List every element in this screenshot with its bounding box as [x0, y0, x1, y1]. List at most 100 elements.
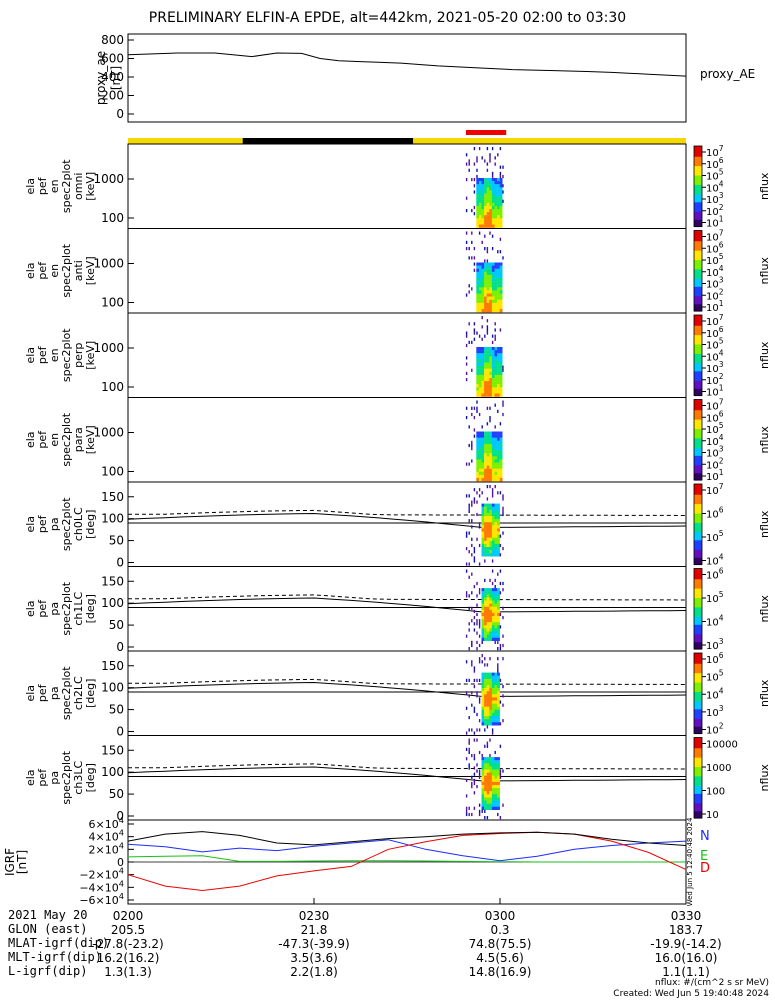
colorbar-7-segment: [694, 761, 702, 764]
colorbar-6-segment: [694, 713, 702, 716]
spec-pixel: [494, 268, 498, 272]
colorbar-tick-label: 102: [706, 722, 724, 737]
spec-noise-pixel: [471, 543, 473, 548]
spec-pixel: [494, 691, 498, 695]
spec-pixel: [486, 271, 490, 276]
colorbar-label: nflux: [758, 510, 771, 538]
spec-pixel: [486, 284, 490, 288]
spec-pixel: [497, 637, 500, 641]
colorbar-5-segment: [694, 646, 702, 649]
spec-pixel: [489, 509, 493, 514]
spec-pixel: [491, 794, 495, 798]
spec-noise-pixel: [486, 250, 489, 254]
colorbar-tick-label: 106: [706, 409, 724, 424]
spec-noise-pixel: [473, 406, 476, 410]
colorbar-4-segment: [694, 521, 702, 524]
spec-pixel: [486, 603, 490, 607]
spec-noise-pixel: [494, 585, 496, 589]
colorbar-5-segment: [694, 639, 702, 642]
spec-pixel: [486, 619, 490, 623]
colorbar-3-segment: [694, 453, 702, 456]
spec-noise-pixel: [465, 706, 468, 710]
colorbar-1-segment: [694, 268, 702, 271]
colorbar-1-segment: [694, 297, 702, 300]
colorbar-5-segment: [694, 619, 702, 622]
colorbar-4-segment: [694, 493, 702, 496]
spec-pixel: [499, 459, 503, 463]
colorbar-3-segment: [694, 403, 702, 406]
spec-pixel: [491, 278, 495, 282]
spec-noise-pixel: [489, 419, 491, 423]
spec-noise-pixel: [491, 340, 494, 344]
spec-pixel: [494, 305, 498, 310]
spec-noise-pixel: [486, 663, 489, 667]
spec-noise-pixel: [497, 491, 499, 495]
spec-pixel: [497, 512, 500, 517]
spec-pixel: [486, 374, 490, 379]
colorbar-2-segment: [694, 365, 702, 368]
spec-pixel: [481, 209, 485, 213]
spec-noise-pixel: [497, 153, 499, 157]
spec-pixel: [484, 778, 487, 783]
colorbar-0-segment: [694, 172, 702, 175]
spec-ylabel: en: [48, 348, 61, 362]
spec-noise-pixel: [484, 334, 486, 338]
spec-pixel: [484, 609, 487, 614]
spec-pixel: [486, 474, 490, 479]
spec-noise-pixel: [486, 147, 489, 151]
spec-pixel: [476, 265, 480, 269]
colorbar-3-segment: [694, 427, 702, 430]
spec-pixel: [499, 202, 503, 207]
spec-pixel: [486, 550, 490, 554]
colorbar-3-segment: [694, 439, 702, 442]
spec-noise-pixel: [486, 319, 489, 323]
spec-pixel: [497, 302, 500, 307]
spec-pixel: [476, 305, 480, 310]
colorbar-1-segment: [694, 272, 702, 275]
colorbar-tick-label: 100: [706, 787, 725, 798]
spec-pixel: [486, 719, 490, 723]
colorbar-1-segment: [694, 238, 702, 241]
spec-noise-pixel: [471, 591, 473, 595]
spec-pixel: [481, 284, 485, 288]
colorbar-4-segment: [694, 508, 702, 511]
colorbar-tick-label: 105: [706, 590, 724, 605]
spec-pixel: [489, 781, 493, 786]
spec-noise-pixel: [478, 809, 481, 813]
spec-pixel: [484, 284, 487, 288]
colorbar-7-segment: [694, 771, 702, 773]
colorbar-3-segment: [694, 466, 702, 469]
colorbar-3-segment: [694, 410, 702, 413]
colorbar-6-segment: [694, 655, 702, 658]
spec-pixel: [494, 434, 498, 438]
spec-pixel: [489, 760, 493, 764]
spec-pixel: [491, 631, 495, 635]
spec-noise-pixel: [497, 657, 499, 661]
spec-pixel: [499, 353, 503, 357]
spec-ytick-label: 100: [101, 765, 124, 779]
spec-pixel: [494, 218, 498, 222]
spec-pixel: [497, 588, 500, 592]
colorbar-7-segment: [694, 775, 702, 778]
spec-noise-pixel: [471, 231, 473, 235]
spec-noise-pixel: [486, 168, 489, 172]
colorbar-6-segment: [694, 703, 702, 706]
spec-pixel: [478, 199, 482, 203]
spec-noise-pixel: [473, 585, 476, 589]
spec-noise-pixel: [484, 809, 486, 813]
colorbar-0-segment: [694, 154, 702, 156]
colorbar-2-segment: [694, 353, 702, 356]
spec-pixel: [497, 478, 500, 482]
colorbar-5-segment: [694, 632, 702, 635]
colorbar-3-segment: [694, 407, 702, 410]
colorbar-2-segment: [694, 332, 702, 335]
spec-pixel: [484, 600, 487, 604]
spec-pixel: [497, 350, 500, 354]
colorbar-2-segment: [694, 337, 702, 340]
colorbar-6-segment: [694, 694, 702, 697]
spec-ylabel: en: [48, 179, 61, 193]
spec-pixel: [486, 775, 490, 779]
spec-noise-pixel: [499, 744, 502, 748]
spec-pixel: [478, 384, 482, 388]
spec-pixel: [484, 516, 487, 520]
